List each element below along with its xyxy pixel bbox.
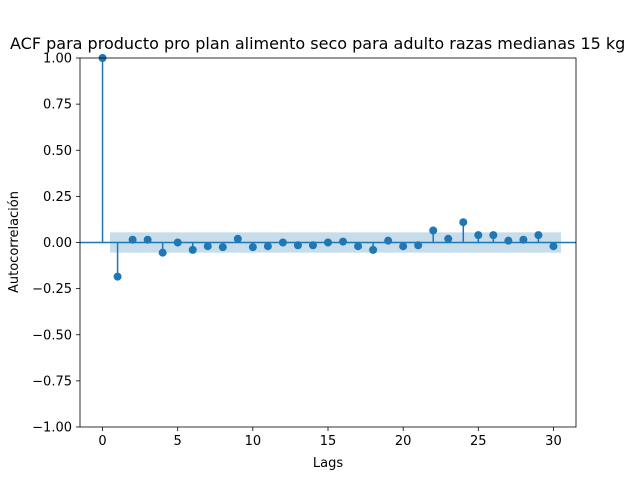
x-tick-label: 25: [470, 434, 487, 449]
acf-point: [113, 272, 122, 281]
acf-point: [128, 235, 137, 244]
acf-point: [188, 245, 197, 254]
x-tick-label: 20: [395, 434, 412, 449]
x-axis-label: Lags: [313, 456, 343, 471]
acf-point: [354, 242, 363, 251]
acf-point: [158, 248, 167, 257]
y-tick-label: −0.25: [32, 282, 72, 297]
acf-point: [429, 226, 438, 235]
y-tick-label: −1.00: [32, 421, 72, 436]
acf-point: [549, 242, 558, 251]
y-tick-label: 0.25: [43, 190, 72, 205]
acf-point: [203, 242, 212, 251]
y-axis-label: Autocorrelación: [7, 191, 22, 293]
acf-point: [414, 241, 423, 250]
acf-point: [384, 236, 393, 245]
y-tick-label: −0.75: [32, 374, 72, 389]
y-tick-label: 0.50: [43, 144, 72, 159]
acf-point: [369, 245, 378, 254]
chart-title: ACF para producto pro plan alimento seco…: [10, 34, 625, 53]
acf-point: [519, 235, 528, 244]
acf-point: [143, 235, 152, 244]
acf-point: [534, 231, 543, 240]
acf-point: [308, 241, 317, 250]
y-tick-label: 0.00: [43, 236, 72, 251]
y-tick-label: 1.00: [43, 52, 72, 67]
x-tick-label: 30: [545, 434, 562, 449]
x-tick-label: 10: [245, 434, 262, 449]
plot-area: 0 5 10 15 20 25 30 −1.00 −0.75 −0.50 −0.25 0.00 0.25…: [32, 52, 577, 449]
acf-point: [233, 234, 242, 243]
x-tick-label: 0: [98, 434, 106, 449]
acf-point: [504, 236, 513, 245]
acf-point: [324, 238, 332, 247]
x-tick-label: 5: [174, 434, 182, 449]
acf-point: [339, 237, 348, 246]
acf-point: [173, 238, 182, 247]
y-tick-label: 0.75: [43, 98, 72, 113]
acf-point: [293, 241, 302, 250]
acf-point: [444, 234, 453, 243]
acf-point: [263, 242, 272, 251]
acf-point: [489, 231, 498, 240]
acf-point: [459, 218, 468, 227]
acf-point: [474, 231, 483, 240]
acf-point: [278, 238, 287, 247]
x-tick-label: 15: [320, 434, 337, 449]
acf-point: [399, 242, 408, 251]
acf-point: [218, 243, 227, 252]
y-tick-label: −0.50: [32, 328, 72, 343]
acf-point: [248, 243, 257, 252]
